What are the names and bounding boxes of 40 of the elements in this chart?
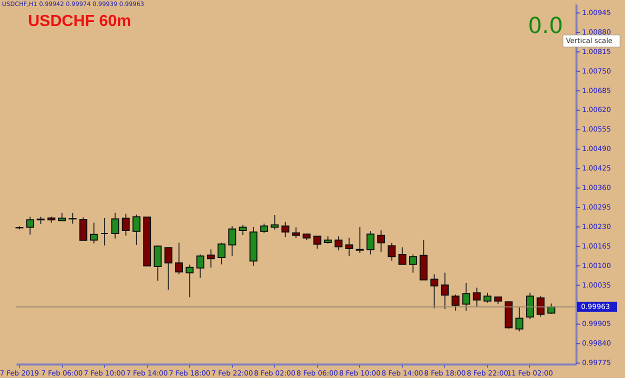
candlestick [90,222,98,244]
candlestick [206,248,215,268]
candlestick [472,287,481,308]
candlestick [196,254,204,278]
candlestick [483,292,492,304]
candlestick [260,223,268,234]
candlestick [186,264,194,298]
candlestick [377,230,386,253]
candlestick [79,216,88,241]
candlestick [388,242,396,262]
candlestick [334,236,342,251]
candlestick [281,221,290,238]
candlestick [26,216,34,236]
candlestick [154,244,162,282]
candlestick [238,224,247,236]
candlestick [68,212,77,224]
candlestick [430,274,438,309]
candlestick [515,306,524,332]
annotation: 0.0 [528,14,563,39]
candlestick [111,212,120,240]
candlestick [366,230,374,255]
candlestick [218,242,226,265]
candlestick [409,254,417,274]
candlestick [526,292,534,320]
candlestick [122,213,130,236]
candlestick [452,294,460,312]
candlestick [536,296,545,318]
candlestick [462,282,470,312]
candlestick [398,246,406,265]
candlestick [292,226,300,239]
candlestick [356,226,364,254]
candlestick [100,217,109,246]
candlestick [313,236,322,250]
candlestick [175,242,183,275]
candlestick [164,247,172,290]
candlestick [228,226,236,256]
candlestick [345,237,354,256]
candlestick [132,214,140,246]
candlestick [440,272,449,310]
text: USDCHF 60m [28,13,132,30]
